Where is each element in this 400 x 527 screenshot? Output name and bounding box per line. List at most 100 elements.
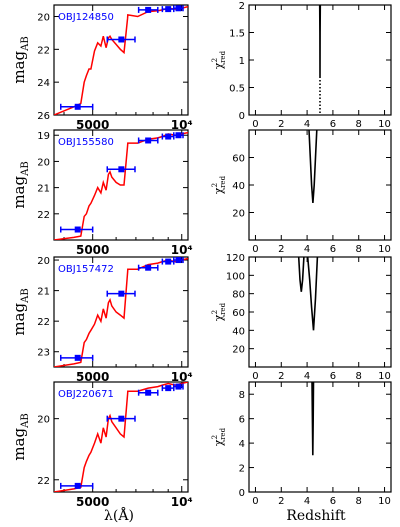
x-tick-label: 2 [278,371,284,382]
sed-model-line [54,131,188,240]
y-tick-label: 2 [239,464,245,475]
axes-frame [248,381,392,493]
sed-model-line [54,5,188,115]
y-tick-label: 6 [239,415,245,426]
y-axis-title-main: mag [10,428,28,461]
y-axis-title-sub: red [219,302,227,314]
photometry-point [165,133,172,140]
object-label: OBJ124850 [58,12,114,23]
x-tick-label: 4 [304,244,310,255]
y-axis-title: χ2red [211,50,227,69]
y-axis-title-sub: AB [20,161,31,177]
y-axis-title: magAB [10,288,31,335]
y-tick-label: 8 [239,390,245,401]
x-tick-label: 2 [278,244,284,255]
y-tick-label: 23 [37,348,50,359]
photometry-point [74,103,81,110]
y-axis-title-main: mag [10,176,28,209]
x-tick-label: 10⁴ [171,118,193,132]
y-tick-label: 0.5 [229,84,245,95]
photometry-point [118,290,125,297]
x-tick-label: 10⁴ [171,370,193,384]
y-axis-title-sub: red [219,427,227,439]
photometry-point [165,6,172,13]
photometry-point [74,354,81,361]
object-label: OBJ220671 [58,389,114,400]
y-axis-title-main: mag [10,303,28,336]
y-axis-title-main: mag [10,51,28,84]
y-axis-title: magAB [10,36,31,83]
photometry-point [118,166,125,173]
plot-area [311,382,315,456]
y-tick-label: 24 [37,78,50,89]
y-tick-label: 80 [232,290,245,301]
plot-area [54,382,188,492]
photometry-point [175,5,182,12]
y-tick-label: 40 [232,326,245,337]
y-axis-title-main: χ [212,314,225,321]
x-tick-label: 8 [356,496,362,507]
y-axis-title-sup: 2 [211,183,219,187]
x-tick-label: 6 [330,119,336,130]
chi2-curve [311,382,315,456]
y-tick-label: 100 [226,271,245,282]
x-tick-label: 6 [330,496,336,507]
x-tick-label: 10 [378,496,391,507]
x-tick-label: 4 [304,371,310,382]
sed-panel-3: 20 22 5000 10⁴ magAB OBJ220671 [10,381,193,509]
x-tick-label: 4 [304,496,310,507]
x-tick-label: 8 [356,371,362,382]
x-axis-label-wavelength: λ(Å) [104,506,134,524]
y-tick-label: 4 [239,439,245,450]
x-tick-label: 4 [304,119,310,130]
photometry-point [118,36,125,43]
plot-area [318,5,322,115]
photometry-point [175,383,182,390]
y-axis-title: magAB [10,161,31,208]
x-tick-label: 6 [330,244,336,255]
x-tick-label: 0 [252,371,258,382]
x-tick-label: 5000 [76,118,109,132]
y-tick-label: 20 [232,209,245,220]
y-axis-title-sub: red [219,175,227,187]
plot-area [54,257,188,367]
y-tick-label: 20 [37,12,50,23]
y-tick-label: 0 [239,111,245,122]
chi2-curve [318,5,322,77]
axes-frame [53,129,189,241]
y-tick-label: 60 [232,308,245,319]
y-tick-label: 1 [239,56,245,67]
y-axis-title-sub: AB [20,36,31,52]
y-tick-label: 21 [37,184,50,195]
y-tick-label: 19 [37,131,50,142]
photometry-point [145,264,152,271]
y-axis-title-main: χ [212,187,225,194]
photometry-point [145,6,152,13]
y-tick-label: 40 [232,181,245,192]
photometry-point [175,257,182,264]
y-axis-title-sup: 2 [211,310,219,314]
y-tick-label: 20 [37,157,50,168]
photometry-point [74,226,81,233]
y-tick-label: 21 [37,287,50,298]
y-axis-title-sub: AB [20,288,31,304]
y-axis-title: magAB [10,413,31,460]
x-tick-label: 10⁴ [171,495,193,509]
y-axis-title: χ2red [211,427,227,446]
x-tick-label: 6 [330,371,336,382]
x-axis-label-redshift: Redshift [286,508,346,524]
axes-frame [53,4,189,116]
object-label: OBJ157472 [58,264,114,275]
y-tick-label: 120 [226,253,245,264]
photometry-point [118,415,125,422]
y-axis-title: χ2red [211,302,227,321]
x-tick-label: 10⁴ [171,243,193,257]
photometry-point [74,482,81,489]
object-label: OBJ155580 [58,137,114,148]
plot-area [297,257,319,331]
x-tick-label: 2 [278,496,284,507]
